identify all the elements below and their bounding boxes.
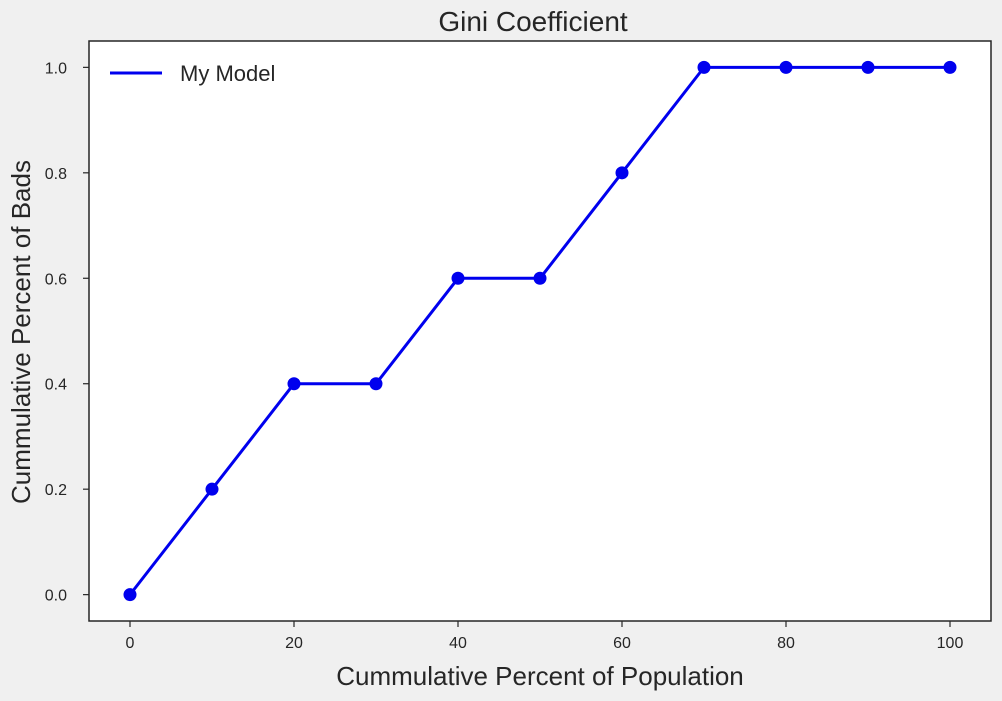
- x-axis-ticks: 0 20 40 60 80 100: [126, 621, 964, 652]
- y-tick-label: 0.0: [45, 588, 67, 605]
- x-tick-label: 100: [937, 635, 964, 652]
- data-point: [697, 60, 711, 74]
- data-point: [943, 60, 957, 74]
- data-point: [123, 588, 137, 602]
- chart-title: Gini Coefficient: [438, 6, 628, 37]
- legend-label: My Model: [180, 61, 275, 86]
- y-axis-ticks: 0.0 0.2 0.4 0.6 0.8 1.0: [45, 60, 89, 605]
- series-layer: [123, 60, 957, 602]
- y-tick-label: 1.0: [45, 60, 67, 77]
- data-point: [861, 60, 875, 74]
- data-point: [287, 377, 301, 391]
- y-tick-label: 0.8: [45, 166, 67, 183]
- y-tick-label: 0.4: [45, 377, 67, 394]
- data-point: [779, 60, 793, 74]
- y-axis-label: Cummulative Percent of Bads: [6, 160, 36, 504]
- x-axis-label: Cummulative Percent of Population: [336, 661, 744, 691]
- x-tick-label: 60: [613, 635, 631, 652]
- legend: My Model: [110, 61, 275, 86]
- x-tick-label: 0: [126, 635, 135, 652]
- x-tick-label: 20: [285, 635, 303, 652]
- x-tick-label: 40: [449, 635, 467, 652]
- data-point: [369, 377, 383, 391]
- y-tick-label: 0.6: [45, 271, 67, 288]
- data-point: [615, 166, 629, 180]
- data-point: [451, 271, 465, 285]
- data-point: [205, 482, 219, 496]
- x-tick-label: 80: [777, 635, 795, 652]
- data-point: [533, 271, 547, 285]
- y-tick-label: 0.2: [45, 482, 67, 499]
- plot-area: [88, 40, 992, 622]
